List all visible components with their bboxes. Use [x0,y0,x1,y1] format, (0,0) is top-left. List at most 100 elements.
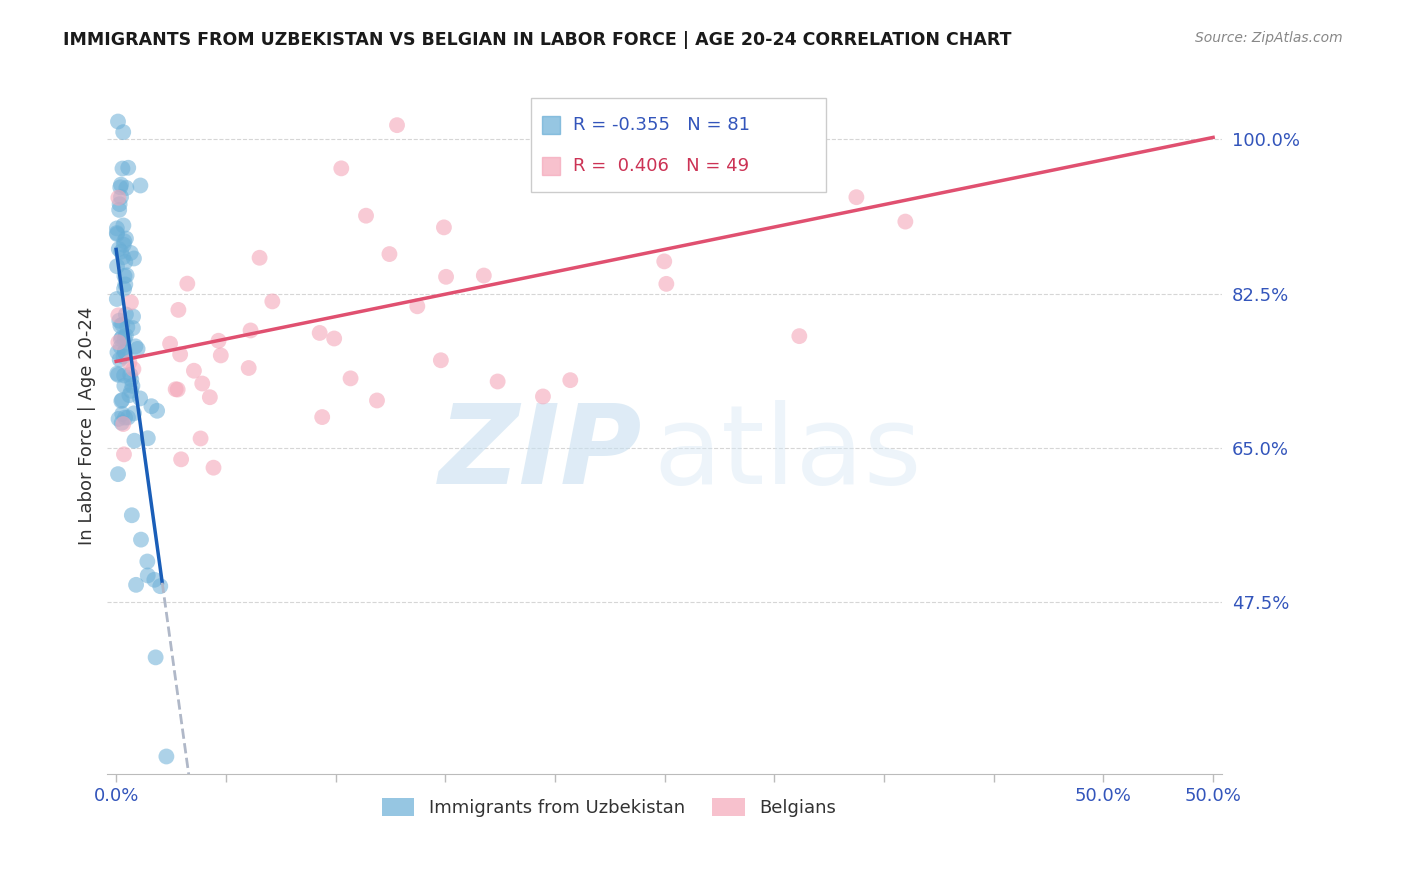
Point [198,390,221,404]
Point [330,161,353,176]
Point [169,347,191,361]
Point [118,355,141,369]
Point [105,367,128,381]
Point [110,340,132,354]
Point [652,254,675,268]
Point [894,214,917,228]
Point [122,321,145,335]
Point [107,467,129,482]
Point [170,452,193,467]
Point [124,434,146,448]
Point [117,161,139,175]
Point [125,578,148,592]
Point [120,368,142,382]
Point [122,310,145,324]
Point [112,237,135,252]
Point [129,178,152,193]
Point [115,181,138,195]
Point [114,268,136,283]
Point [107,114,129,128]
Point [560,373,582,387]
Point [105,292,128,306]
Point [141,399,163,413]
Point [111,161,134,176]
Point [122,406,145,420]
Point [107,191,129,205]
Point [207,334,229,348]
Point [145,650,167,665]
Text: Source: ZipAtlas.com: Source: ZipAtlas.com [1195,31,1343,45]
Point [114,344,136,359]
Point [120,384,142,398]
Point [114,345,136,359]
Point [115,328,138,343]
Point [308,326,330,340]
Point [165,382,187,396]
Text: ZIP: ZIP [439,401,643,508]
Point [115,268,138,283]
Point [114,255,136,269]
Point [112,417,135,431]
Point [472,268,495,283]
Point [121,379,143,393]
Point [239,323,262,337]
Point [136,568,159,582]
Point [655,277,678,291]
Point [110,190,132,204]
Point [191,376,214,391]
Point [107,335,129,350]
Point [117,320,139,334]
Point [111,393,134,408]
Point [354,209,377,223]
Point [112,125,135,139]
Point [209,348,232,362]
Point [136,554,159,568]
Point [146,404,169,418]
Point [129,392,152,406]
Point [111,331,134,345]
Y-axis label: In Labor Force | Age 20-24: In Labor Force | Age 20-24 [79,307,96,545]
Point [112,250,135,264]
Point [110,244,132,259]
Point [378,247,401,261]
Point [111,407,134,421]
Point [166,383,188,397]
Point [122,252,145,266]
Point [845,190,868,204]
Point [430,353,453,368]
Point [107,412,129,426]
Point [406,299,429,313]
Point [434,269,457,284]
Point [112,447,135,461]
Point [183,364,205,378]
Point [190,432,212,446]
Point [114,277,136,292]
Point [136,431,159,445]
Point [155,749,177,764]
Point [262,294,284,309]
Point [117,410,139,425]
Point [120,246,142,260]
Point [107,345,129,359]
Point [112,219,135,233]
Point [120,372,142,386]
Point [112,282,135,296]
Point [105,227,128,241]
Point [366,393,388,408]
Point [758,173,780,187]
Point [311,410,333,425]
Point [108,197,131,211]
Point [112,350,135,364]
Point [110,332,132,346]
Point [115,231,138,245]
Point [159,336,181,351]
Point [112,234,135,248]
Point [112,378,135,392]
Point [110,180,132,194]
Point [486,375,509,389]
Point [110,394,132,409]
Point [149,579,172,593]
Point [118,388,141,402]
Point [110,178,132,192]
Point [107,368,129,382]
